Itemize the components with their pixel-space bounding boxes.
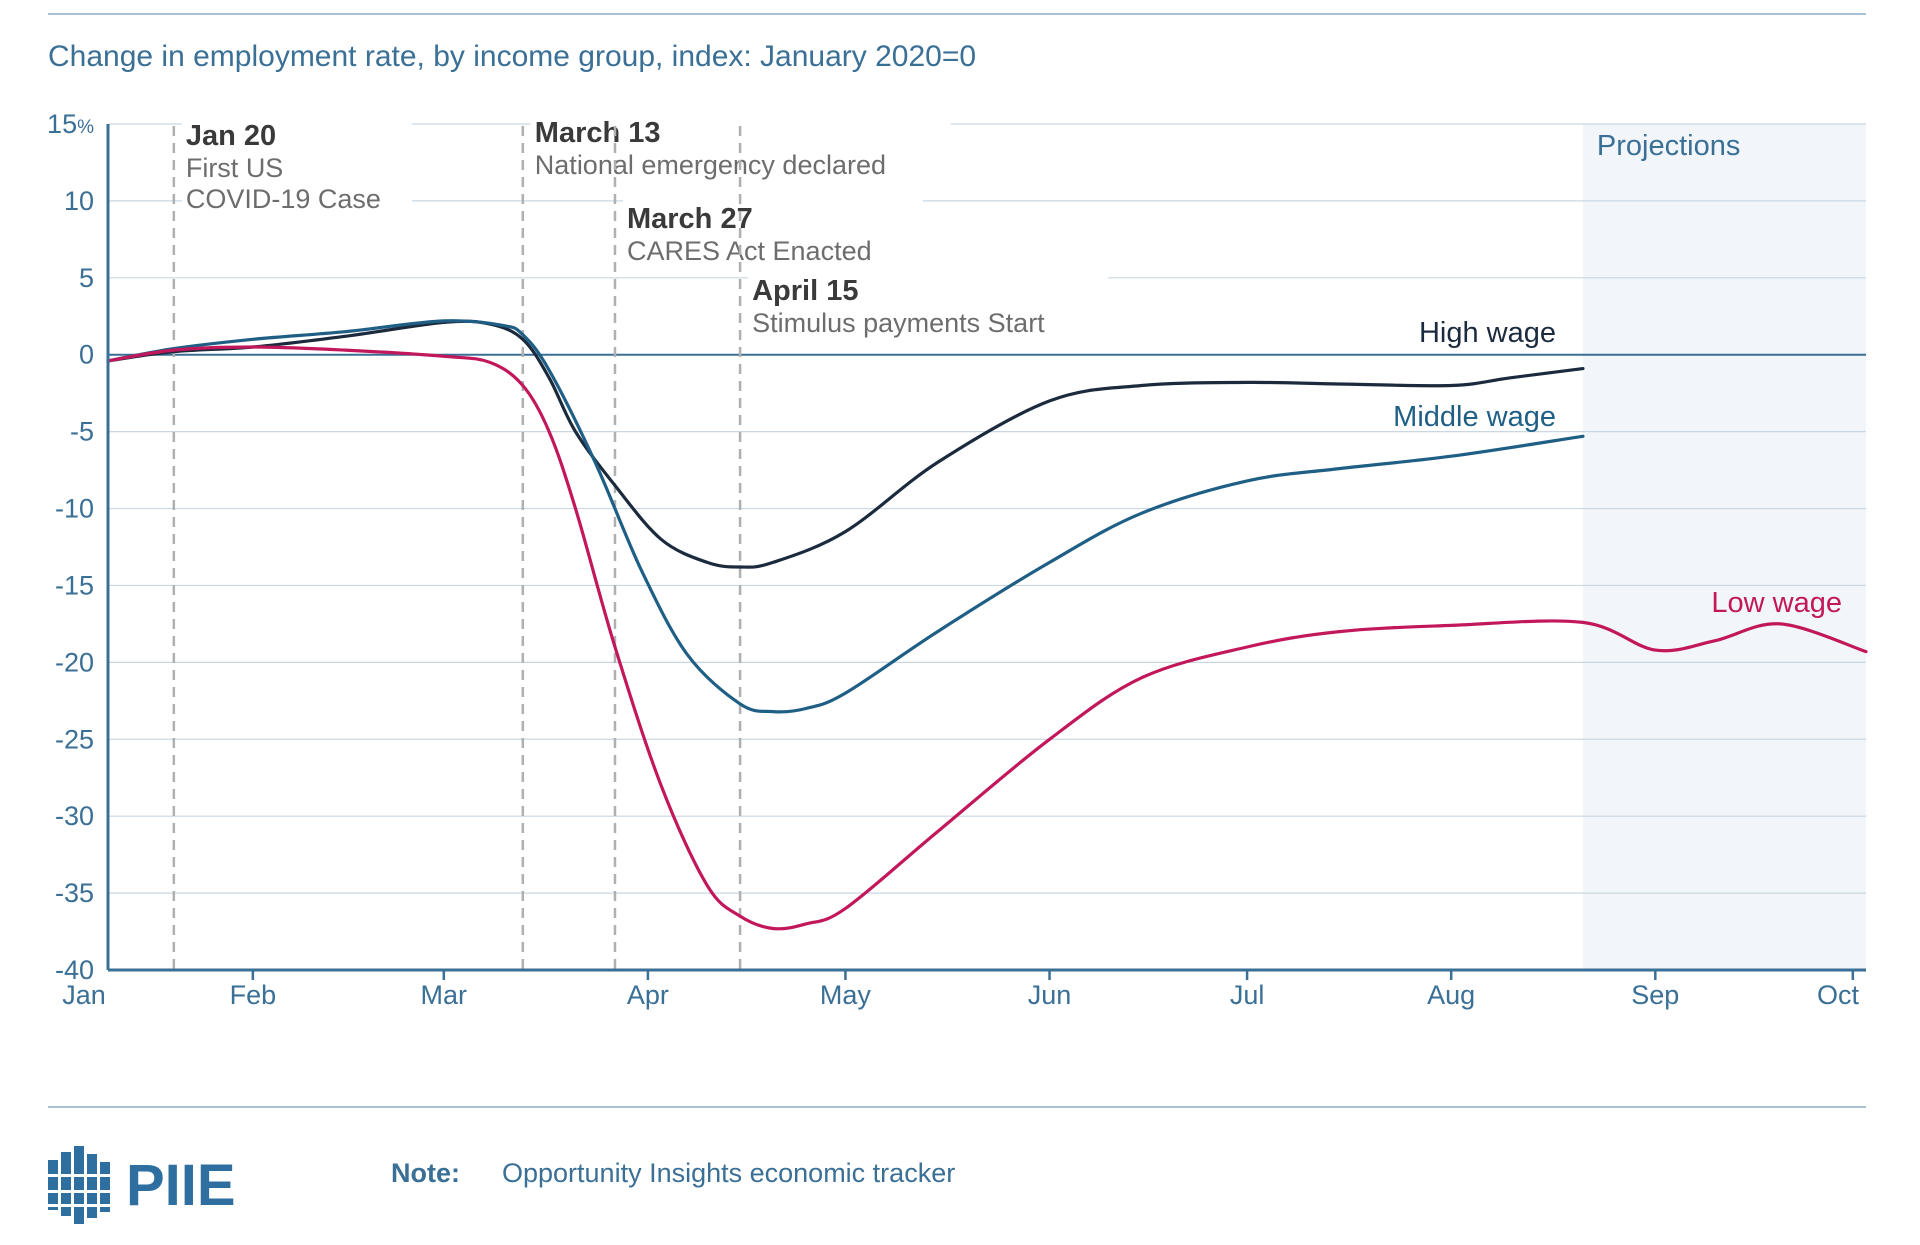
y-tick-label: 0 <box>79 340 94 370</box>
annotation-backdrop <box>748 270 1109 336</box>
y-tick-label: -35 <box>55 878 94 908</box>
note-text: Opportunity Insights economic tracker <box>502 1158 955 1188</box>
y-tick-label: -15 <box>55 570 94 600</box>
series-line-middle-wage <box>106 319 1585 714</box>
x-tick-label: Apr <box>627 980 669 1010</box>
x-tick-label: Jan <box>62 980 106 1010</box>
series-label-high-wage: High wage <box>1419 317 1556 349</box>
x-tick-label: Mar <box>421 980 468 1010</box>
x-tick-label: Sep <box>1631 980 1679 1010</box>
annotation-description: COVID-19 Case <box>186 184 381 214</box>
chart-title: Change in employment rate, by income gro… <box>48 40 976 73</box>
annotation-backdrop <box>622 198 923 264</box>
series-line-high-wage <box>106 319 1585 569</box>
annotation-description: Stimulus payments Start <box>752 308 1045 338</box>
x-tick-label: Oct <box>1817 980 1860 1010</box>
y-tick-label: 15% <box>47 109 94 139</box>
annotation-date: March 13 <box>535 117 661 149</box>
annotation-backdrop <box>181 115 412 211</box>
y-tick-label: -5 <box>70 417 94 447</box>
x-tick-label: Jun <box>1028 980 1072 1010</box>
annotation-date: April 15 <box>752 275 858 307</box>
x-tick-label: May <box>820 980 872 1010</box>
series-label-middle-wage: Middle wage <box>1393 401 1556 433</box>
projection-region <box>1582 124 1866 970</box>
x-tick-label: Feb <box>230 980 277 1010</box>
x-tick-label: Aug <box>1427 980 1475 1010</box>
series-line-low-wage <box>106 345 1868 931</box>
annotation-description: CARES Act Enacted <box>627 236 872 266</box>
y-tick-label: 10 <box>64 186 94 216</box>
y-tick-label: -20 <box>55 647 94 677</box>
annotation-date: Jan 20 <box>186 120 276 152</box>
series-label-low-wage: Low wage <box>1711 587 1842 619</box>
y-tick-label: -30 <box>55 801 94 831</box>
logo-text: PIIE <box>126 1153 236 1218</box>
x-tick-label: Jul <box>1230 980 1265 1010</box>
piie-logo: PIIE <box>46 1146 236 1224</box>
y-tick-label: -40 <box>55 955 94 985</box>
note-label: Note: <box>391 1158 460 1188</box>
y-tick-label: 5 <box>79 263 94 293</box>
y-tick-label: -10 <box>55 494 94 524</box>
annotation-date: March 27 <box>627 203 753 235</box>
y-tick-label: -25 <box>55 724 94 754</box>
projections-label: Projections <box>1597 130 1740 162</box>
annotation-description: National emergency declared <box>535 150 886 180</box>
logo-building-icon <box>46 1146 112 1224</box>
annotation-description: First US <box>186 153 284 183</box>
